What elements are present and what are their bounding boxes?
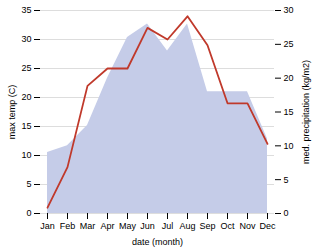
svg-text:0: 0 [284, 208, 289, 218]
svg-text:20: 20 [284, 73, 294, 83]
svg-text:20: 20 [21, 92, 31, 102]
svg-text:Dec: Dec [259, 221, 276, 231]
svg-text:Jun: Jun [140, 221, 155, 231]
svg-text:med. precipitation (kg/m2): med. precipitation (kg/m2) [301, 60, 311, 164]
svg-text:10: 10 [21, 150, 31, 160]
svg-text:0: 0 [26, 208, 31, 218]
svg-text:Mar: Mar [80, 221, 96, 231]
svg-text:Nov: Nov [239, 221, 256, 231]
svg-text:5: 5 [284, 175, 289, 185]
svg-text:Jan: Jan [40, 221, 55, 231]
svg-text:Oct: Oct [220, 221, 235, 231]
svg-text:Sep: Sep [199, 221, 215, 231]
svg-text:Jul: Jul [162, 221, 174, 231]
svg-text:25: 25 [21, 63, 31, 73]
svg-text:30: 30 [21, 34, 31, 44]
svg-text:5: 5 [26, 179, 31, 189]
svg-text:10: 10 [284, 141, 294, 151]
svg-text:May: May [119, 221, 137, 231]
svg-text:max temp (C): max temp (C) [7, 85, 17, 140]
svg-text:Apr: Apr [100, 221, 114, 231]
svg-text:35: 35 [21, 5, 31, 15]
svg-text:15: 15 [284, 107, 294, 117]
svg-text:Feb: Feb [60, 221, 76, 231]
svg-text:25: 25 [284, 39, 294, 49]
svg-text:30: 30 [284, 5, 294, 15]
svg-text:15: 15 [21, 121, 31, 131]
svg-text:Aug: Aug [179, 221, 195, 231]
svg-text:date (month): date (month) [132, 237, 183, 247]
